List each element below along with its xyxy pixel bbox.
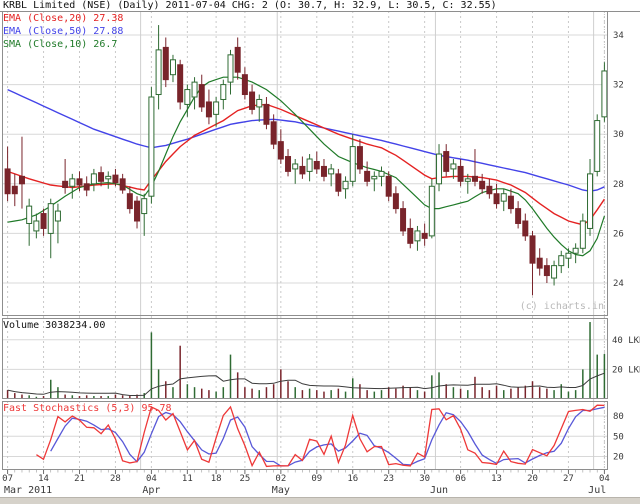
panel-borders	[0, 11, 640, 470]
svg-text:28: 28	[613, 180, 624, 190]
ema50-line	[7, 88, 605, 192]
svg-text:16: 16	[347, 474, 358, 484]
svg-text:May: May	[272, 485, 290, 496]
svg-text:02: 02	[275, 474, 286, 484]
svg-text:Mar 2011: Mar 2011	[4, 485, 52, 496]
svg-text:14: 14	[38, 474, 49, 484]
svg-text:04: 04	[146, 474, 157, 484]
stochastics-layer	[36, 404, 605, 468]
svg-text:Jul: Jul	[588, 485, 606, 496]
indicator-lines	[7, 76, 605, 257]
svg-text:Apr: Apr	[142, 485, 160, 496]
svg-text:28: 28	[110, 474, 121, 484]
svg-text:30: 30	[419, 474, 430, 484]
svg-text:18: 18	[211, 474, 222, 484]
stoch-k-line	[36, 404, 605, 468]
svg-text:34: 34	[613, 31, 624, 41]
volume-bars-layer	[6, 322, 606, 399]
axis-labels: 34 32 30 28 26 24 40 LKHS 20 LKHS 80 50 20 07 14 21 28…	[2, 31, 640, 496]
svg-text:20: 20	[527, 474, 538, 484]
svg-text:07: 07	[2, 474, 13, 484]
sma10-line	[7, 76, 605, 257]
volume-ma-line	[7, 372, 605, 396]
candlesticks-layer	[4, 25, 608, 296]
ema20-line	[7, 103, 605, 226]
svg-text:50: 50	[613, 432, 624, 442]
svg-text:20: 20	[613, 453, 624, 463]
svg-text:11: 11	[182, 474, 193, 484]
svg-text:23: 23	[383, 474, 394, 484]
svg-text:20 LKHS: 20 LKHS	[612, 365, 640, 375]
svg-text:32: 32	[613, 81, 624, 91]
svg-text:21: 21	[74, 474, 85, 484]
svg-text:06: 06	[455, 474, 466, 484]
svg-text:13: 13	[491, 474, 502, 484]
svg-text:30: 30	[613, 130, 624, 140]
svg-text:Jun: Jun	[430, 485, 448, 496]
svg-text:40 LKHS: 40 LKHS	[612, 336, 640, 346]
svg-text:24: 24	[613, 279, 624, 289]
svg-text:04: 04	[599, 474, 610, 484]
svg-text:26: 26	[613, 229, 624, 239]
svg-text:25: 25	[239, 474, 250, 484]
svg-text:09: 09	[311, 474, 322, 484]
svg-text:27: 27	[563, 474, 574, 484]
bottom-scrollbar[interactable]	[0, 497, 640, 504]
svg-text:80: 80	[613, 412, 624, 422]
